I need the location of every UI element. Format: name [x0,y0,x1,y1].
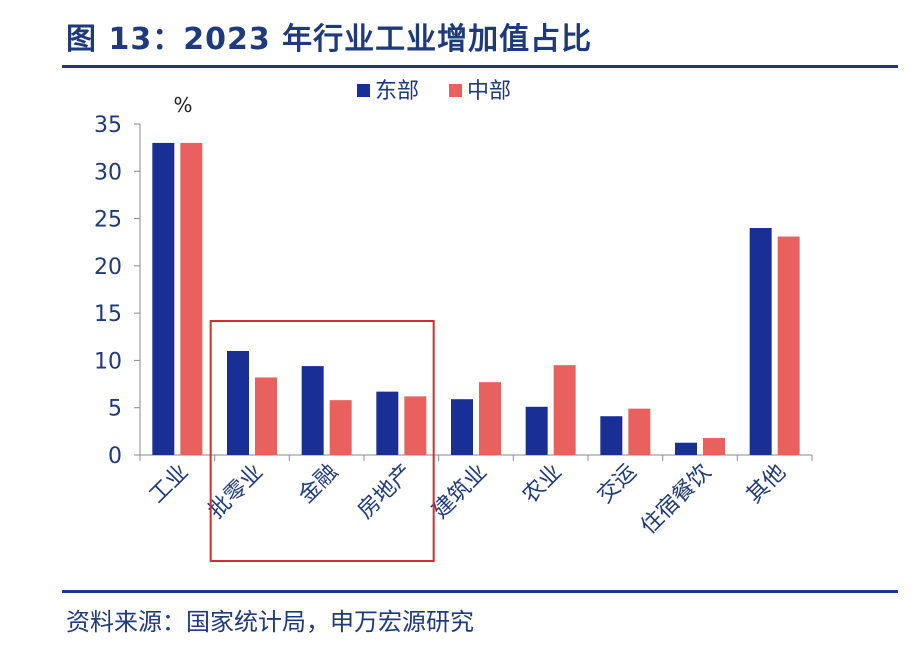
bar-east [152,142,175,455]
source-note: 资料来源：国家统计局，申万宏源研究 [66,608,474,636]
y-tick-label: 0 [108,444,122,469]
bar-central [777,236,800,455]
x-category-label: 批零业 [204,460,268,524]
y-tick-label: 30 [94,160,122,185]
legend-label: 东部 [375,79,419,104]
footer-divider [62,590,898,593]
bar-east [749,228,772,455]
x-category-label: 房地产 [353,460,417,524]
bar-central [180,142,203,455]
legend-swatch [449,84,462,97]
bar-central [553,365,576,455]
bar-central [479,382,501,455]
bar-central [329,400,352,455]
highlight-box [209,320,435,562]
x-category-label: 住宿餐饮 [636,460,716,540]
bar-east [600,416,623,455]
y-tick-label: 20 [94,255,122,280]
figure-title: 图 13：2023 年行业工业增加值占比 [66,22,593,57]
legend-label: 中部 [467,79,511,104]
x-category-label: 其他 [742,460,791,509]
bar-east [376,391,399,455]
bar-east [675,442,697,455]
x-category-label: 金融 [294,460,343,509]
bar-central [703,437,725,455]
x-category-label: 工业 [145,460,194,509]
y-tick-label: 35 [94,113,122,138]
y-tick-label: 15 [94,302,122,327]
bar-central [628,408,651,455]
y-tick-label: 10 [94,349,122,374]
bar-east [525,406,548,455]
y-tick-label: 25 [94,208,122,233]
bar-central [404,396,427,455]
y-unit-label: % [173,93,192,117]
bar-east [227,350,249,455]
bar-central [255,377,277,455]
title-divider [62,65,898,68]
legend-swatch [357,84,370,97]
y-tick-label: 5 [108,397,122,422]
bar-east [451,399,473,455]
x-category-label: 交运 [593,460,642,509]
x-category-label: 农业 [518,460,567,509]
x-category-label: 建筑业 [428,460,492,524]
bar-east [301,366,324,455]
